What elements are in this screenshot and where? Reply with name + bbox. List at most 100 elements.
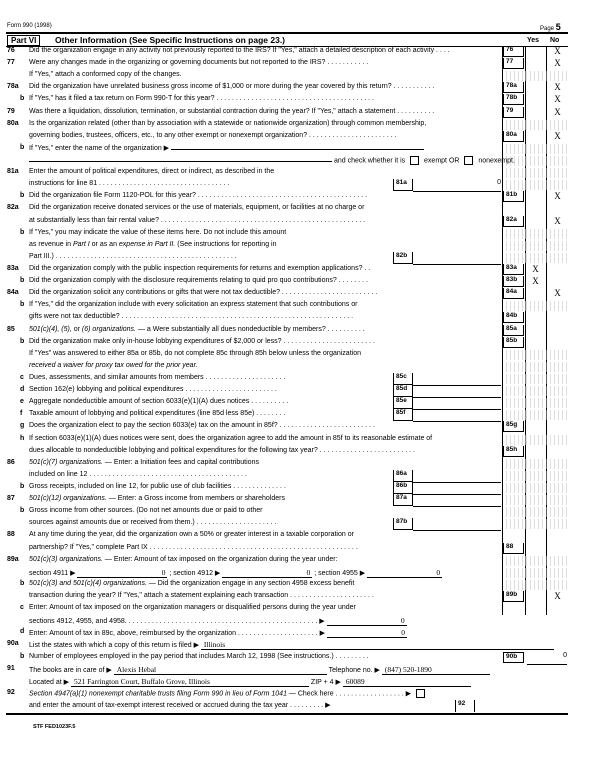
- line-number: 86: [7, 458, 15, 466]
- line-ref-box: 85a: [503, 324, 524, 336]
- amount-field[interactable]: [413, 252, 501, 265]
- fill-in-field[interactable]: 521 Farrington Court, Buffalo Grove, Ill…: [70, 677, 309, 687]
- amount-field[interactable]: [413, 397, 501, 411]
- text-segment: List the states with which a copy of thi…: [29, 642, 201, 650]
- fill-in-field[interactable]: 0: [222, 568, 313, 578]
- text-segment: — Check here . . . . . . . . . . . . . .…: [286, 690, 413, 698]
- employee-count-field[interactable]: 0: [527, 652, 567, 665]
- amount-line-label: 87a: [393, 494, 413, 507]
- line-letter: b: [20, 579, 25, 587]
- text-segment: If section 6033(e)(1)(A) dues notices we…: [29, 434, 433, 442]
- form-line: 87 501(c)(12) organizations. — Enter: a G…: [0, 494, 600, 508]
- amount-field[interactable]: [413, 373, 501, 386]
- italic-text: (6) organizations.: [81, 325, 137, 333]
- text-segment: Was there a liquidation, dissolution, te…: [29, 107, 435, 115]
- line-ref-box: 90b: [503, 651, 524, 663]
- tax-exempt-interest-field[interactable]: [475, 700, 568, 712]
- form-line: at substantially less than fair rental v…: [0, 215, 600, 228]
- form-line: e Aggregate nondeductible amount of secti…: [0, 397, 600, 411]
- no-check[interactable]: X: [554, 106, 561, 117]
- amount-field[interactable]: [413, 518, 501, 532]
- amount-line-label: 85e: [393, 397, 413, 410]
- amount-field[interactable]: [413, 385, 501, 399]
- line-ref-box: 77: [503, 58, 524, 70]
- no-check[interactable]: X: [554, 130, 561, 141]
- amount-field[interactable]: 0: [413, 179, 501, 193]
- fill-in-field[interactable]: [29, 161, 332, 163]
- line-text: 501(c)(4), (5), or (6) organizations. — …: [29, 326, 365, 333]
- checkbox[interactable]: [415, 688, 425, 698]
- text-segment: or: [71, 325, 82, 333]
- line-text: If "Yes," did the organization include w…: [29, 301, 357, 308]
- text-segment: If "Yes," you may indicate the value of …: [29, 228, 287, 236]
- fill-in-field[interactable]: 0: [326, 616, 407, 627]
- text-segment: governing bodies, trustees, officers, et…: [29, 131, 397, 139]
- line-letter: g: [20, 422, 25, 430]
- line-text: sources against amounts due or received …: [29, 519, 276, 526]
- line-ref-box: 76: [503, 46, 524, 57]
- amount-field[interactable]: [413, 409, 501, 423]
- line-text: If "Yes" was answered to either 85a or 8…: [29, 350, 361, 357]
- shaded-cell: [503, 119, 568, 130]
- form-line: b Gross receipts, included on line 12, fo…: [0, 481, 600, 495]
- form-line: g Does the organization elect to pay the …: [0, 421, 600, 433]
- no-check[interactable]: X: [554, 191, 561, 202]
- no-check[interactable]: X: [554, 94, 561, 105]
- amount-line-label: 85d: [393, 385, 413, 398]
- line-number: 92: [7, 688, 15, 696]
- fill-in-field[interactable]: 0: [367, 568, 443, 578]
- no-check[interactable]: X: [554, 82, 561, 93]
- no-check[interactable]: X: [554, 215, 561, 226]
- line-text: Did the organization solicit any contrib…: [29, 289, 377, 296]
- no-check[interactable]: X: [554, 58, 561, 69]
- yes-check[interactable]: X: [532, 263, 539, 274]
- yes-check[interactable]: X: [532, 276, 539, 287]
- line-ref-box: 83b: [503, 276, 524, 288]
- italic-text: Part I: [72, 240, 90, 248]
- amount-field[interactable]: [413, 470, 501, 483]
- fill-in-field[interactable]: Alexis Hebal: [113, 665, 327, 675]
- amount-field[interactable]: [413, 494, 501, 508]
- fill-in-field[interactable]: 0: [77, 568, 168, 578]
- fill-in-field[interactable]: 0: [326, 628, 407, 639]
- fill-in-field[interactable]: 60089: [342, 677, 471, 687]
- no-check[interactable]: X: [554, 46, 561, 56]
- line-text: 501(c)(12) organizations. — Enter: a Gro…: [29, 495, 285, 502]
- italic-text: 501(c)(7) organizations.: [29, 458, 103, 466]
- checkbox[interactable]: [464, 155, 474, 165]
- fill-in-field[interactable]: Illinois: [200, 640, 554, 651]
- shaded-cell: [503, 410, 568, 421]
- text-segment: ZIP + 4 ▶: [308, 678, 343, 686]
- no-check[interactable]: X: [554, 288, 561, 299]
- form-line: gifts were not tax deductible? . . . . .…: [0, 312, 600, 324]
- line-letter: h: [20, 434, 25, 442]
- line-text: Was there a liquidation, dissolution, te…: [29, 108, 434, 115]
- text-segment: ; section 4912 ▶: [167, 569, 223, 577]
- line-text: sections 4912, 4955, and 4958. . . . . .…: [29, 616, 407, 627]
- line-number: 88: [7, 531, 15, 539]
- no-check[interactable]: X: [554, 590, 561, 601]
- line-letter: b: [20, 95, 25, 103]
- line-ref-box: 82a: [503, 215, 524, 227]
- line-letter: b: [20, 228, 25, 236]
- line-letter: e: [20, 398, 24, 406]
- line-ref-box: 78a: [503, 82, 524, 94]
- amount-field[interactable]: [413, 482, 501, 495]
- shaded-cell: [503, 507, 568, 518]
- form-id: Form 990 (1998): [7, 23, 52, 29]
- fill-in-field[interactable]: [171, 148, 425, 150]
- fill-in-field[interactable]: (847) 520-1890: [381, 665, 490, 675]
- text-segment: as revenue in: [29, 240, 73, 248]
- line-text: Section 4947(a)(1) nonexempt charitable …: [29, 688, 428, 698]
- italic-text: 501(c)(3) and 501(c)(4) organizations.: [29, 579, 147, 587]
- line-text: If "Yes," enter the name of the organiza…: [29, 144, 425, 152]
- line-text: partnership? If "Yes," complete Part IX …: [29, 544, 358, 551]
- text-segment: gifts were not tax deductible? . . . . .…: [29, 313, 354, 321]
- text-segment: Were any changes made in the organizing …: [29, 59, 369, 67]
- checkbox[interactable]: [410, 155, 420, 165]
- form-line: If "Yes" was answered to either 85a or 8…: [0, 349, 600, 361]
- line-text: received a waiver for proxy tax owed for…: [29, 362, 198, 369]
- text-segment: Did the organization file Form 1120-POL …: [29, 192, 368, 200]
- line-letter: d: [20, 386, 25, 394]
- line-text: Enter: Amount of tax in 89c, above, reim…: [29, 628, 407, 639]
